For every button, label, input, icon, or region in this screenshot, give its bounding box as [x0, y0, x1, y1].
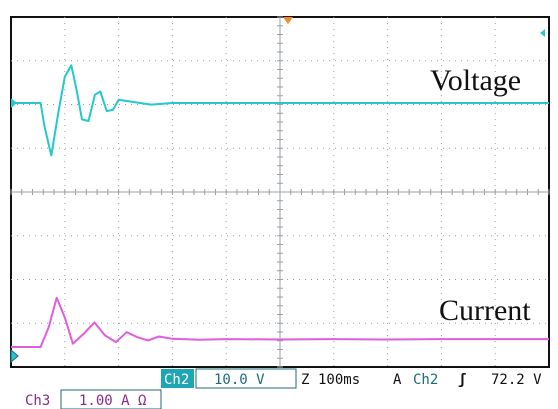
- ch3-tag[interactable]: Ch3: [25, 393, 50, 409]
- trigger-slope-icon: ʃ: [458, 372, 466, 388]
- trigger-mode[interactable]: A: [393, 372, 402, 388]
- timebase[interactable]: 100ms: [318, 372, 360, 388]
- timebase-prefix: Z: [301, 372, 309, 388]
- trigger-level[interactable]: 72.2 V: [491, 372, 542, 388]
- voltage-trace: [11, 64, 549, 157]
- current-trace: [11, 296, 549, 348]
- ch3-ground-marker[interactable]: [10, 348, 19, 364]
- voltage-annotation: Voltage: [430, 64, 521, 97]
- current-annotation: Current: [439, 294, 531, 327]
- status-bar: Ch2 10.0 V Z 100ms A Ch2 ʃ 72.2 V Ch3 1.…: [25, 368, 542, 409]
- ch2-scale-box: [195, 368, 297, 389]
- ch2-tag-bg: [161, 369, 194, 388]
- ch3-scale-box: [60, 389, 162, 409]
- graticule: [10, 16, 550, 368]
- ch3-scale[interactable]: 1.00 A Ω: [79, 393, 146, 409]
- ch2-tag[interactable]: Ch2: [164, 372, 189, 388]
- ch2-scale[interactable]: 10.0 V: [214, 372, 265, 388]
- trigger-position-marker[interactable]: [283, 17, 293, 24]
- trigger-level-marker[interactable]: [540, 29, 545, 37]
- trigger-source[interactable]: Ch2: [413, 372, 438, 388]
